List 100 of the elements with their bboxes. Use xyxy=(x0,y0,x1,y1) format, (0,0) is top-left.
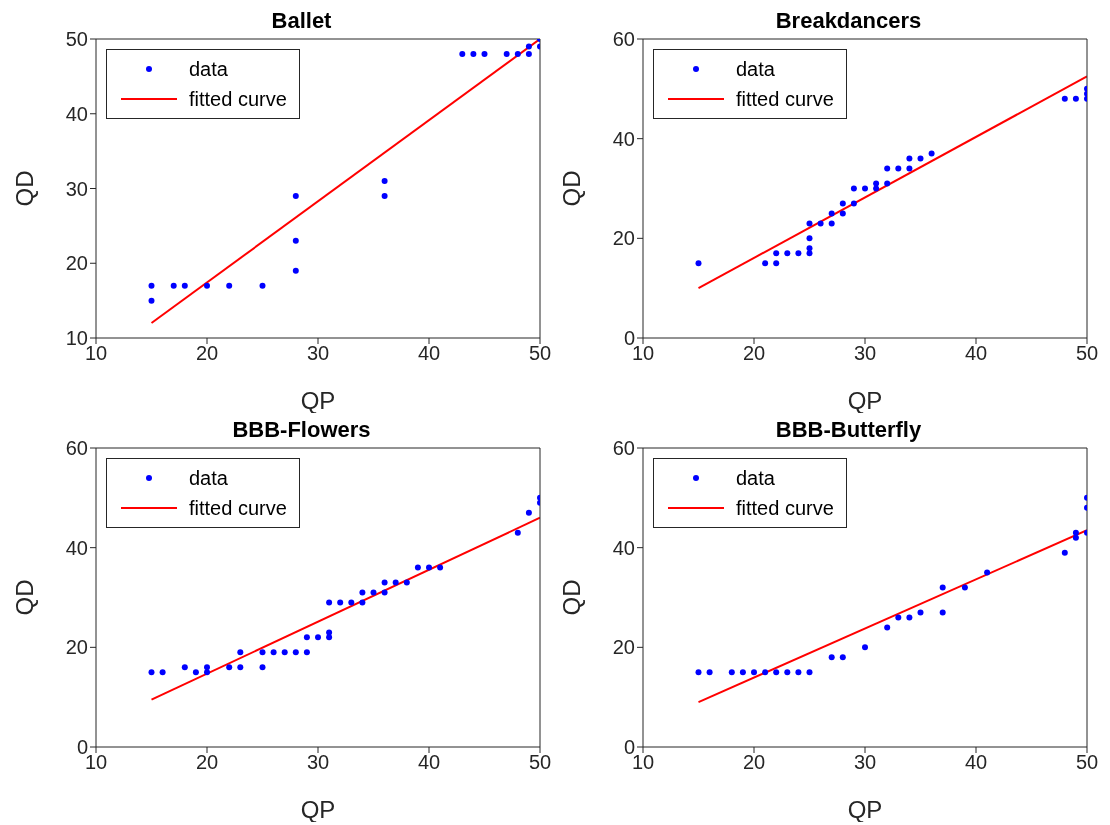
point xyxy=(292,192,299,199)
legend-label: data xyxy=(736,466,775,491)
y-tick-label: 50 xyxy=(65,28,88,51)
point xyxy=(1061,549,1068,556)
point xyxy=(514,529,521,536)
point xyxy=(326,629,333,636)
point xyxy=(525,43,532,50)
x-axis-title: QP xyxy=(847,796,883,823)
point xyxy=(437,564,444,571)
y-tick-label: 60 xyxy=(612,437,635,460)
point xyxy=(281,649,288,656)
x-tick-label: 20 xyxy=(742,342,766,365)
point xyxy=(381,178,388,185)
point xyxy=(237,649,244,656)
point xyxy=(895,165,902,172)
point xyxy=(762,260,769,267)
point xyxy=(337,599,344,606)
point xyxy=(806,220,813,227)
y-tick-label: 40 xyxy=(65,102,88,125)
x-tick-label: 50 xyxy=(528,751,552,774)
point xyxy=(226,664,233,671)
point xyxy=(773,250,780,257)
point xyxy=(326,634,333,641)
point xyxy=(1072,534,1079,541)
x-tick-label: 30 xyxy=(853,751,877,774)
y-axis-title: QD xyxy=(10,170,38,207)
x-tick-label: 40 xyxy=(964,751,988,774)
chart-title: BBB-Butterfly xyxy=(775,417,922,442)
point xyxy=(939,584,946,591)
legend-label: fitted curve xyxy=(189,87,287,112)
point xyxy=(303,649,310,656)
point xyxy=(514,50,521,57)
point xyxy=(906,155,913,162)
point xyxy=(784,669,791,676)
point xyxy=(906,165,913,172)
point xyxy=(148,669,155,676)
point xyxy=(381,579,388,586)
y-tick-label: 0 xyxy=(623,327,635,350)
point xyxy=(470,50,477,57)
point xyxy=(159,669,166,676)
y-axis-title: QD xyxy=(557,579,585,616)
point xyxy=(392,579,399,586)
point xyxy=(862,644,868,651)
x-tick-label: 50 xyxy=(1075,751,1099,774)
legend-label: data xyxy=(189,57,228,82)
x-axis-title: QP xyxy=(300,796,336,823)
y-axis-title: QD xyxy=(557,170,585,207)
y-tick-label: 20 xyxy=(65,636,88,659)
point xyxy=(426,564,432,571)
point xyxy=(292,267,299,274)
point xyxy=(381,192,388,199)
chart-title: BBB-Flowers xyxy=(232,417,371,442)
point xyxy=(370,589,377,596)
point xyxy=(414,564,421,571)
y-tick-label: 60 xyxy=(65,437,88,460)
point xyxy=(403,579,410,586)
point xyxy=(525,50,532,57)
legend-label: fitted curve xyxy=(736,87,834,112)
point xyxy=(381,589,388,596)
x-tick-label: 20 xyxy=(195,342,219,365)
y-tick-label: 0 xyxy=(623,736,635,759)
point xyxy=(828,654,835,661)
point xyxy=(939,609,946,616)
point xyxy=(795,250,802,257)
point xyxy=(181,664,188,671)
point xyxy=(292,649,299,656)
point xyxy=(326,599,333,606)
y-tick-label: 10 xyxy=(65,327,88,350)
legend-label: fitted curve xyxy=(189,496,287,521)
point xyxy=(204,664,210,671)
point xyxy=(806,235,813,242)
point xyxy=(984,569,991,576)
point xyxy=(148,297,155,304)
point xyxy=(873,180,880,187)
y-tick-label: 20 xyxy=(612,636,635,659)
y-tick-label: 40 xyxy=(612,536,635,559)
point xyxy=(839,654,846,661)
point xyxy=(303,634,310,641)
point xyxy=(751,669,757,676)
point xyxy=(884,180,891,187)
point xyxy=(961,584,968,591)
point xyxy=(806,669,813,676)
y-tick-label: 40 xyxy=(65,536,88,559)
legend-label: data xyxy=(189,466,228,491)
point xyxy=(359,599,366,606)
x-axis-title: QP xyxy=(847,387,883,414)
point xyxy=(828,210,835,217)
point xyxy=(850,185,857,192)
x-tick-label: 30 xyxy=(306,342,330,365)
point xyxy=(773,669,780,676)
y-tick-label: 40 xyxy=(612,127,635,150)
y-axis-title: QD xyxy=(10,579,38,616)
point xyxy=(181,282,188,289)
point xyxy=(873,185,880,192)
point xyxy=(795,669,802,676)
legend-label: data xyxy=(736,57,775,82)
point xyxy=(226,282,233,289)
x-tick-label: 30 xyxy=(306,751,330,774)
x-tick-label: 20 xyxy=(195,751,219,774)
point xyxy=(348,599,355,606)
